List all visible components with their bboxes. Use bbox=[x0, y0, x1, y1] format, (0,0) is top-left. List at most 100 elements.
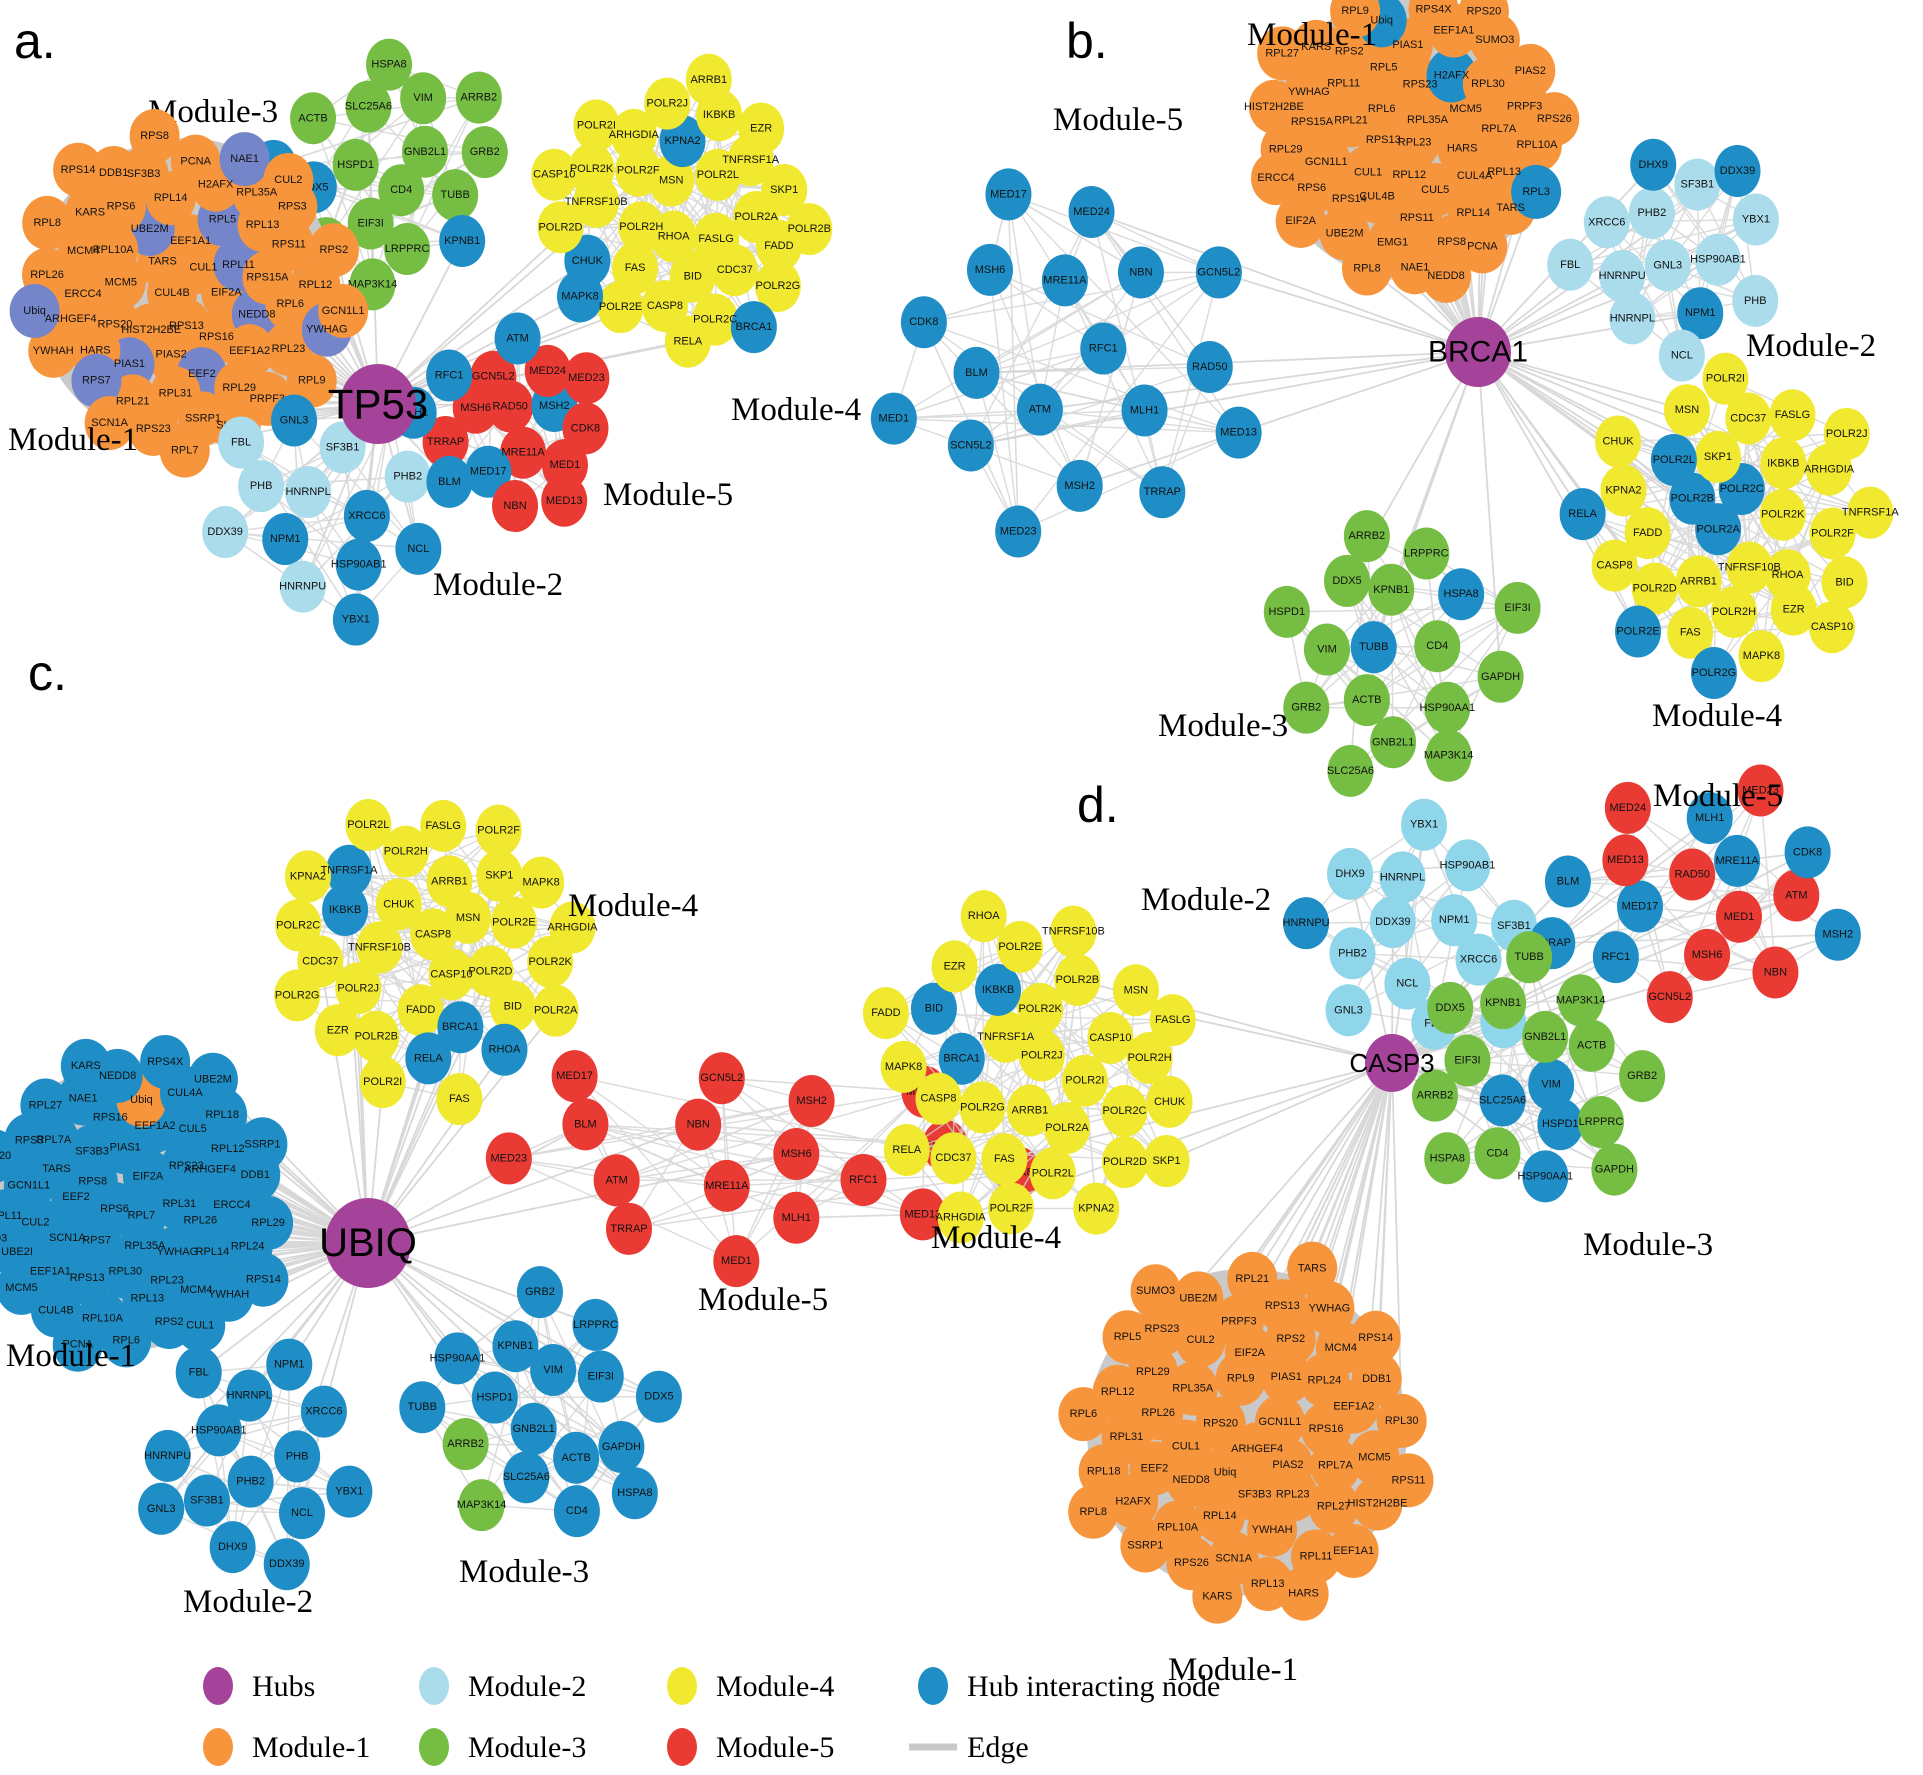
node-label-EZR: EZR bbox=[750, 122, 772, 134]
node-label-NCL: NCL bbox=[1396, 978, 1418, 990]
node-CD4 bbox=[1474, 1127, 1521, 1180]
node-HSP90AA1 bbox=[434, 1332, 481, 1385]
node-label-RHOA: RHOA bbox=[968, 910, 1000, 922]
node-label-RPL29: RPL29 bbox=[251, 1217, 285, 1229]
node-MED23 bbox=[563, 352, 610, 405]
node-label-RELA: RELA bbox=[1568, 508, 1597, 520]
module-label-a-Module-1: Module-1 bbox=[8, 422, 138, 458]
node-label-KPNA2: KPNA2 bbox=[1605, 484, 1641, 496]
node-label-GRB2: GRB2 bbox=[470, 146, 500, 158]
node-CUL2 bbox=[1175, 1313, 1226, 1368]
node-label-NEDD8: NEDD8 bbox=[1173, 1474, 1210, 1486]
node-label-YWHAG: YWHAG bbox=[306, 324, 348, 336]
node-label-SSRP1: SSRP1 bbox=[1127, 1540, 1163, 1552]
node-label-EIF2A: EIF2A bbox=[211, 287, 242, 299]
panel-letter-d: d. bbox=[1077, 777, 1119, 833]
node-label-HSPA8: HSPA8 bbox=[1430, 1152, 1465, 1164]
node-FBL bbox=[1547, 238, 1594, 291]
node-label-NBN: NBN bbox=[687, 1119, 710, 1131]
node-label-POLR2D: POLR2D bbox=[468, 965, 512, 977]
node-label-DDX39: DDX39 bbox=[207, 526, 242, 538]
node-label-Ubiq: Ubiq bbox=[1370, 14, 1393, 26]
node-RPL14 bbox=[1194, 1489, 1245, 1544]
node-label-EZR: EZR bbox=[944, 960, 966, 972]
node-EIF3I bbox=[1444, 1034, 1491, 1087]
module-label-d-Module-1: Module-1 bbox=[1168, 1652, 1298, 1688]
node-label-ATM: ATM bbox=[605, 1174, 627, 1186]
legend: Hubs Module-1 Module-2 Module-3 Module-4 Modu… bbox=[203, 1667, 1220, 1766]
cluster-Module-3-nodes: VIM SLC25A6 GNB2L1 HSPD1 EIF3I ACTB CD4 KPNB1 LR… bbox=[1411, 931, 1666, 1203]
node-POLR2C bbox=[1101, 1084, 1148, 1137]
node-label-MED1: MED1 bbox=[721, 1255, 752, 1267]
node-label-RPL12: RPL12 bbox=[1392, 169, 1426, 181]
node-label-RHOA: RHOA bbox=[489, 1044, 521, 1056]
node-CHUK bbox=[1146, 1075, 1193, 1128]
legend-swatch-Module-1 bbox=[203, 1728, 233, 1766]
node-label-EZR: EZR bbox=[327, 1024, 349, 1036]
node-RPL6 bbox=[1058, 1387, 1109, 1442]
node-GRB2 bbox=[516, 1266, 563, 1319]
node-label-MLH1: MLH1 bbox=[782, 1212, 811, 1224]
panel-letter-a: a. bbox=[14, 13, 56, 69]
node-label-CDC37: CDC37 bbox=[1730, 413, 1766, 425]
node-label-HNRNPL: HNRNPL bbox=[1610, 312, 1655, 324]
node-label-Ubiq: Ubiq bbox=[130, 1094, 153, 1106]
node-label-ERCC4: ERCC4 bbox=[1257, 172, 1294, 184]
node-label-RPL10A: RPL10A bbox=[82, 1313, 124, 1325]
node-label-RPL5: RPL5 bbox=[1114, 1331, 1142, 1343]
node-label-POLR2A: POLR2A bbox=[1045, 1122, 1089, 1134]
node-label-RPS16: RPS16 bbox=[199, 331, 234, 343]
legend-label-Hubs: Hubs bbox=[252, 1670, 315, 1703]
node-label-YWHAH: YWHAH bbox=[208, 1289, 249, 1301]
node-label-SF3B1: SF3B1 bbox=[1497, 920, 1531, 932]
node-label-MED17: MED17 bbox=[556, 1070, 593, 1082]
node-label-RPL31: RPL31 bbox=[162, 1198, 196, 1210]
node-POLR2A bbox=[1043, 1101, 1090, 1154]
node-RPS14 bbox=[238, 1252, 289, 1307]
node-POLR2L bbox=[345, 798, 392, 851]
node-RPS11 bbox=[1383, 1453, 1434, 1508]
node-MED17 bbox=[1617, 880, 1664, 933]
node-label-SF3B3: SF3B3 bbox=[127, 168, 161, 180]
module-label-d-Module-3: Module-3 bbox=[1583, 1227, 1713, 1263]
node-NPM1 bbox=[1431, 894, 1478, 947]
node-GAPDH bbox=[1477, 650, 1524, 703]
node-POLR2L bbox=[1029, 1147, 1076, 1200]
node-label-NCL: NCL bbox=[1671, 350, 1693, 362]
node-label-EIF2A: EIF2A bbox=[1234, 1347, 1265, 1359]
node-label-MSN: MSN bbox=[1675, 404, 1700, 416]
node-BRCA1 bbox=[730, 301, 777, 354]
node-POLR2A bbox=[532, 984, 579, 1037]
node-CASP8 bbox=[410, 908, 457, 961]
node-label-RPS26: RPS26 bbox=[1537, 113, 1572, 125]
node-MSN bbox=[1112, 964, 1159, 1017]
node-label-GAPDH: GAPDH bbox=[1595, 1164, 1634, 1176]
node-YBX1 bbox=[1732, 193, 1779, 246]
node-label-GRB2: GRB2 bbox=[525, 1286, 555, 1298]
node-label-TNFRSF10B: TNFRSF10B bbox=[348, 941, 411, 953]
node-label-POLR2C: POLR2C bbox=[1720, 483, 1764, 495]
node-label-POLR2H: POLR2H bbox=[619, 221, 663, 233]
node-label-MAPK8: MAPK8 bbox=[523, 877, 560, 889]
node-label-SUMO3: SUMO3 bbox=[1136, 1285, 1175, 1297]
node-label-ARRB1: ARRB1 bbox=[1012, 1105, 1049, 1117]
node-MED1 bbox=[1715, 890, 1762, 943]
node-FBL bbox=[175, 1346, 222, 1399]
node-label-MED13: MED13 bbox=[1220, 427, 1257, 439]
node-label-RPS7: RPS7 bbox=[82, 375, 111, 387]
node-label-POLR2G: POLR2G bbox=[275, 989, 320, 1001]
node-label-RPS8: RPS8 bbox=[140, 130, 169, 142]
node-label-POLR2J: POLR2J bbox=[337, 982, 379, 994]
node-POLR2J bbox=[1018, 1029, 1065, 1082]
node-KPNA2 bbox=[284, 850, 331, 903]
legend-swatch-Module-3 bbox=[419, 1728, 449, 1766]
node-label-BID: BID bbox=[684, 271, 702, 283]
node-label-RPL6: RPL6 bbox=[1070, 1408, 1098, 1420]
node-ACTB bbox=[290, 92, 337, 145]
node-label-CASP8: CASP8 bbox=[1597, 560, 1633, 572]
node-label-RPS20: RPS20 bbox=[1466, 5, 1501, 17]
node-SUMO3 bbox=[0, 1215, 13, 1263]
node-label-GCN5L2: GCN5L2 bbox=[1197, 266, 1240, 278]
legend-label-Hub interacting node: Hub interacting node bbox=[967, 1670, 1220, 1703]
